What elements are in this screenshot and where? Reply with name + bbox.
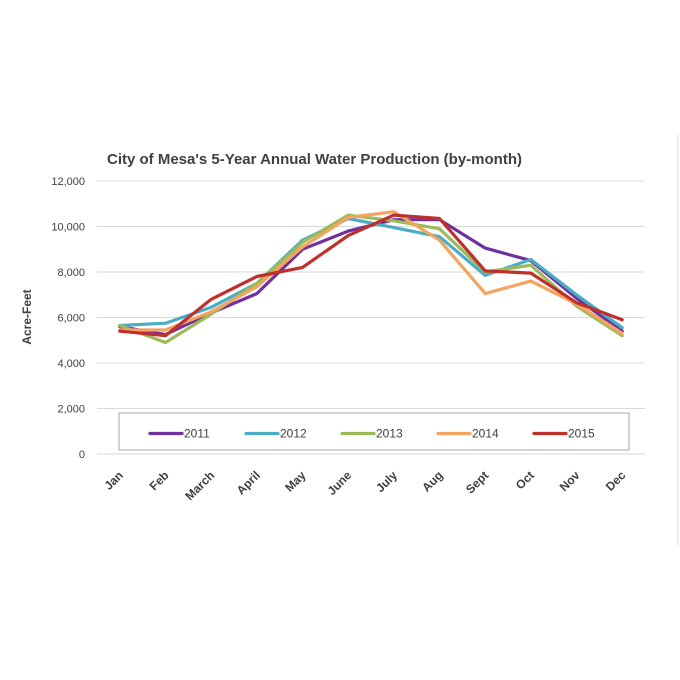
legend: 2011 2012 2013 2014 2015 xyxy=(118,412,630,451)
series-lines xyxy=(118,210,624,345)
y-axis-label: Acre-Feet xyxy=(20,289,34,344)
legend-label-2014: 2014 xyxy=(472,427,499,441)
legend-label-2011: 2011 xyxy=(184,427,210,441)
legend-box xyxy=(118,412,630,451)
series-line-2014 xyxy=(118,210,624,335)
y-tick-label: 12,000 xyxy=(51,176,85,188)
series-line-2013 xyxy=(118,213,624,345)
y-tick-label: 6,000 xyxy=(57,313,85,325)
y-tick-label: 2,000 xyxy=(57,404,85,416)
y-tick-label: 10,000 xyxy=(51,222,85,234)
y-tick-labels: 0 2,000 4,000 6,000 8,000 10,000 12,000 xyxy=(51,176,85,461)
series-line-2015 xyxy=(118,213,624,338)
y-tick-label: 4,000 xyxy=(57,358,85,370)
legend-label-2013: 2013 xyxy=(376,427,403,441)
series-line-2012 xyxy=(118,216,624,330)
legend-label-2012: 2012 xyxy=(280,427,307,441)
legend-label-2015: 2015 xyxy=(568,427,595,441)
chart-title: City of Mesa's 5-Year Annual Water Produ… xyxy=(107,151,522,168)
y-tick-label: 8,000 xyxy=(57,267,85,279)
y-tick-label: 0 xyxy=(79,449,85,461)
